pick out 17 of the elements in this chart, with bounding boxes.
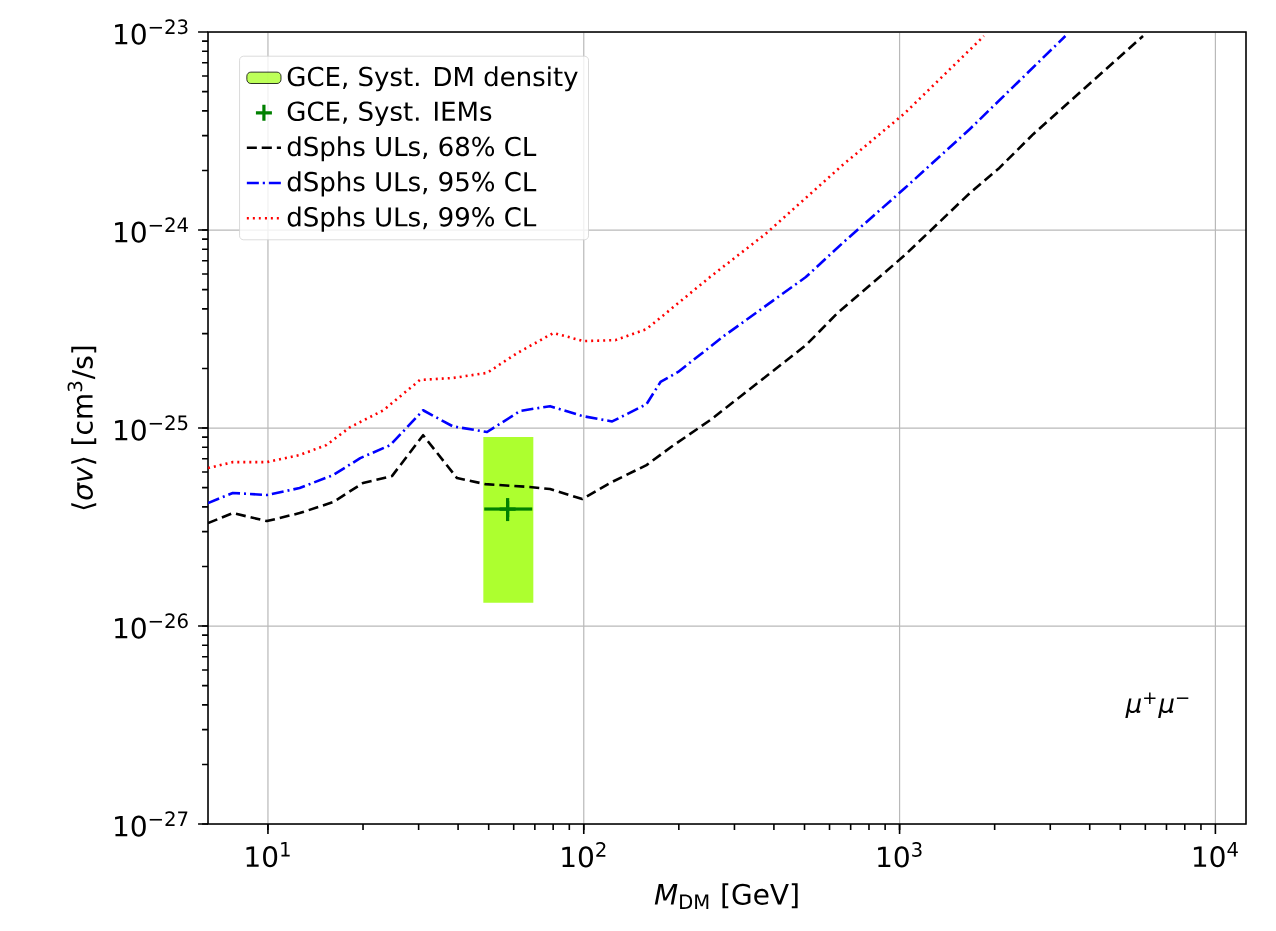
y-tick-label: 10$^{−26}$	[115, 613, 188, 639]
legend-label: GCE, Syst. IEMs	[287, 101, 492, 127]
legend-label: GCE, Syst. DM density	[287, 66, 578, 92]
y-tick-label: 10$^{−27}$	[115, 811, 188, 837]
x-tick-label: 10$^{2}$	[562, 842, 606, 868]
y-tick-label: 10$^{−24}$	[115, 217, 188, 243]
x-axis-title: M$_{DM}$ [GeV]	[654, 883, 798, 909]
x-tick-label: 10$^{1}$	[246, 842, 290, 868]
y-tick-label: 10$^{−23}$	[115, 19, 188, 45]
x-tick-label: 10$^{3}$	[878, 842, 922, 868]
legend-label: dSphs ULs, 95% CL	[287, 171, 537, 197]
y-tick-label: 10$^{−25}$	[115, 415, 188, 441]
y-axis-title: ⟨σv⟩ [cm$^{3}$/s]	[67, 346, 97, 510]
x-tick-label: 10$^{4}$	[1193, 842, 1238, 868]
legend-label: dSphs ULs, 68% CL	[287, 136, 537, 162]
annotation: μ$^{+}$μ$^{−}$	[1125, 692, 1189, 719]
legend-label: dSphs ULs, 99% CL	[287, 206, 537, 232]
